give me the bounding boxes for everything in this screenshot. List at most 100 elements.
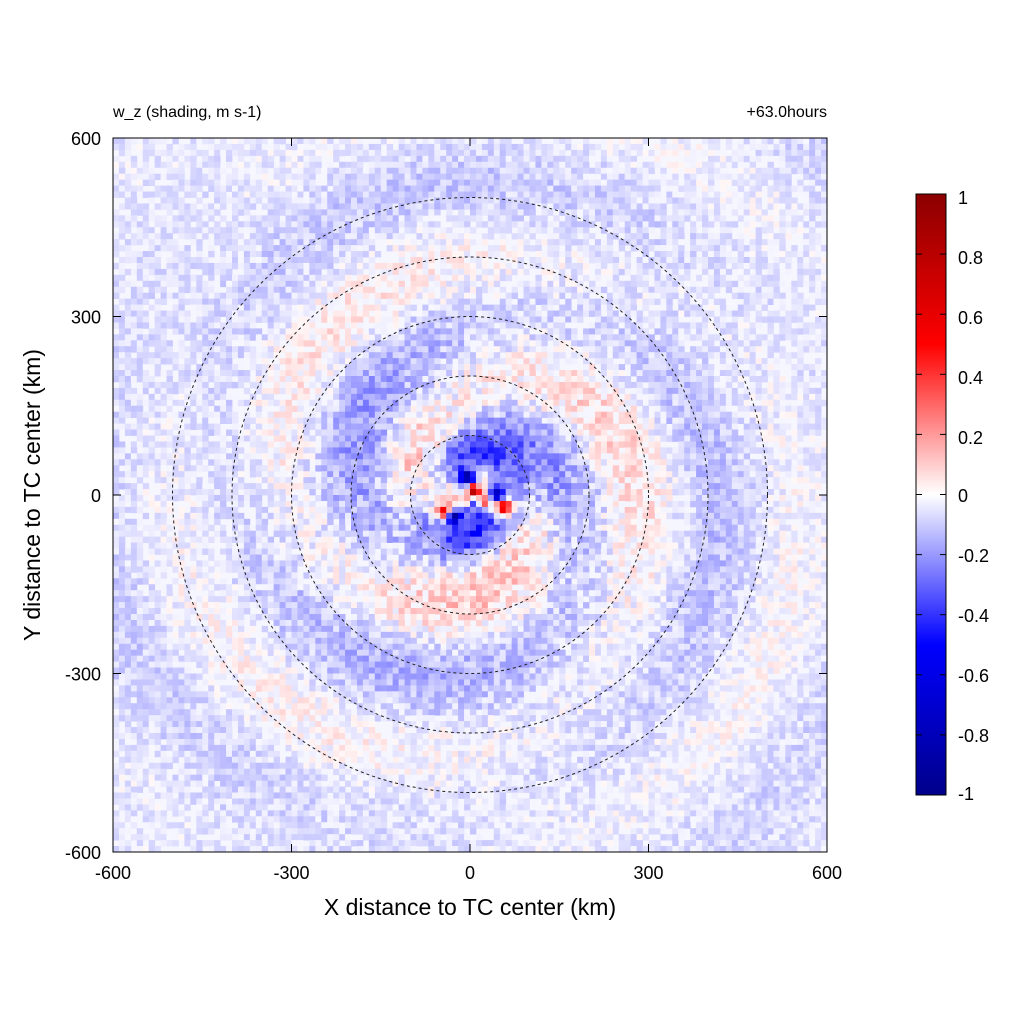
- heatmap-cell: [654, 251, 661, 258]
- heatmap-cell: [517, 209, 524, 216]
- heatmap-cell: [339, 161, 346, 169]
- heatmap-cell: [553, 292, 560, 300]
- heatmap-cell: [636, 393, 643, 401]
- heatmap-cell: [303, 179, 310, 186]
- heatmap-cell: [249, 298, 257, 305]
- heatmap-cell: [208, 155, 215, 163]
- heatmap-cell: [511, 138, 518, 145]
- heatmap-cell: [487, 358, 495, 365]
- heatmap-cell: [303, 417, 310, 424]
- heatmap-cell: [529, 292, 536, 300]
- heatmap-cell: [273, 310, 280, 317]
- heatmap-cell: [232, 143, 239, 151]
- heatmap-cell: [761, 167, 768, 175]
- heatmap-cell: [690, 209, 697, 216]
- heatmap-cell: [672, 292, 679, 300]
- heatmap-cell: [565, 185, 572, 192]
- heatmap-cell: [719, 417, 727, 424]
- heatmap-cell: [773, 387, 780, 395]
- heatmap-cell: [624, 304, 632, 311]
- heatmap-cell: [553, 316, 560, 323]
- heatmap-cell: [684, 173, 691, 181]
- heatmap-cell: [333, 405, 340, 413]
- heatmap-cell: [743, 167, 751, 175]
- heatmap-cell: [166, 239, 173, 246]
- heatmap-cell: [660, 328, 667, 335]
- heatmap-cell: [618, 286, 626, 294]
- heatmap-cell: [315, 149, 322, 157]
- heatmap-cell: [410, 167, 417, 175]
- heatmap-cell: [499, 268, 507, 276]
- heatmap-cell: [392, 376, 399, 383]
- heatmap-cell: [279, 209, 286, 216]
- heatmap-cell: [386, 268, 394, 276]
- heatmap-cell: [660, 292, 667, 300]
- heatmap-cell: [196, 262, 203, 270]
- heatmap-cell: [362, 399, 370, 407]
- heatmap-cell: [672, 179, 679, 186]
- heatmap-cell: [398, 381, 405, 389]
- heatmap-cell: [785, 203, 792, 210]
- heatmap-cell: [184, 370, 191, 377]
- heatmap-cell: [440, 316, 447, 323]
- heatmap-cell: [684, 298, 691, 305]
- heatmap-cell: [565, 322, 572, 329]
- heatmap-cell: [702, 268, 709, 276]
- heatmap-cell: [321, 286, 328, 294]
- heatmap-cell: [309, 280, 316, 288]
- heatmap-cell: [505, 423, 513, 430]
- heatmap-cell: [779, 173, 786, 181]
- heatmap-cell: [797, 292, 804, 300]
- heatmap-cell: [791, 161, 798, 169]
- heatmap-cell: [529, 376, 536, 383]
- heatmap-cell: [374, 215, 382, 222]
- heatmap-cell: [815, 161, 822, 169]
- heatmap-cell: [208, 215, 215, 222]
- heatmap-cell: [743, 304, 751, 311]
- heatmap-cell: [285, 340, 292, 347]
- heatmap-cell: [719, 340, 727, 347]
- heatmap-cell: [505, 215, 513, 222]
- heatmap-cell: [386, 364, 394, 371]
- heatmap-cell: [803, 322, 810, 329]
- heatmap-cell: [124, 155, 132, 163]
- heatmap-cell: [606, 215, 614, 222]
- heatmap-cell: [452, 233, 459, 240]
- heatmap-cell: [618, 280, 626, 288]
- heatmap-cell: [577, 352, 584, 359]
- heatmap-cell: [529, 167, 536, 175]
- heatmap-cell: [565, 298, 572, 305]
- heatmap-cell: [773, 340, 780, 347]
- heatmap-cell: [475, 423, 483, 430]
- heatmap-cell: [327, 215, 334, 222]
- heatmap-cell: [600, 346, 608, 353]
- heatmap-cell: [303, 393, 310, 401]
- heatmap-cell: [749, 167, 756, 175]
- heatmap-cell: [666, 280, 673, 288]
- heatmap-cell: [220, 346, 227, 353]
- heatmap-cell: [636, 352, 643, 359]
- heatmap-cell: [166, 185, 173, 192]
- heatmap-cell: [327, 316, 334, 323]
- heatmap-cell: [291, 429, 298, 436]
- heatmap-cell: [690, 399, 697, 407]
- heatmap-cell: [713, 286, 721, 294]
- heatmap-cell: [166, 376, 173, 383]
- heatmap-cell: [446, 328, 453, 335]
- heatmap-cell: [630, 245, 637, 252]
- heatmap-cell: [470, 215, 477, 222]
- heatmap-cell: [380, 215, 388, 222]
- heatmap-cell: [154, 399, 161, 407]
- heatmap-cell: [422, 405, 429, 413]
- heatmap-cell: [458, 304, 465, 311]
- heatmap-cell: [583, 221, 590, 228]
- heatmap-cell: [410, 376, 417, 383]
- heatmap-cell: [594, 286, 602, 294]
- heatmap-cell: [708, 292, 715, 300]
- heatmap-cell: [600, 316, 608, 323]
- heatmap-cell: [202, 268, 209, 276]
- heatmap-cell: [356, 155, 364, 163]
- heatmap-cell: [666, 298, 673, 305]
- heatmap-cell: [202, 346, 209, 353]
- heatmap-cell: [291, 274, 298, 282]
